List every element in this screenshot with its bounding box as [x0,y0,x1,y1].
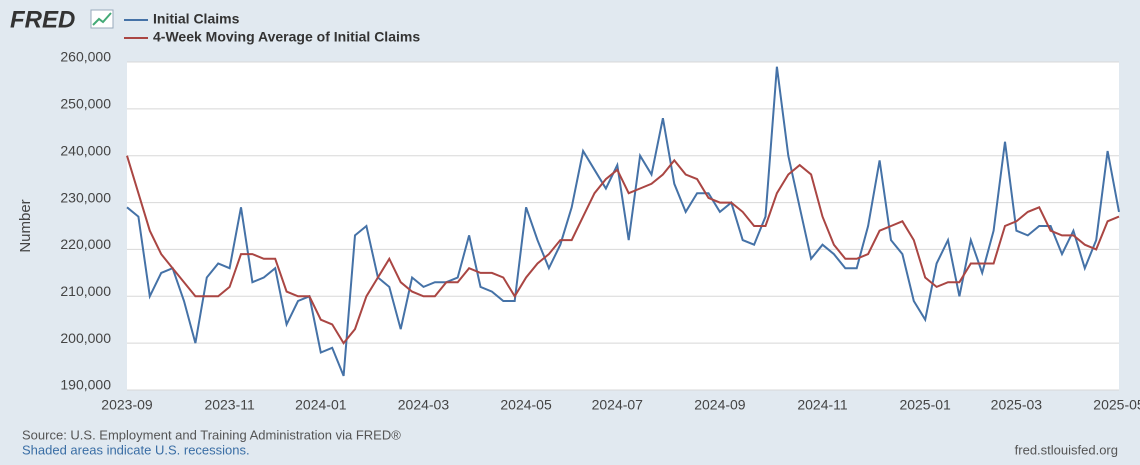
x-tick-label: 2025-03 [991,397,1043,413]
x-tick-label: 2024-11 [797,397,848,413]
x-tick-label: 2023-09 [101,397,153,413]
y-tick-label: 200,000 [60,330,111,346]
legend-label: 4-Week Moving Average of Initial Claims [153,29,420,45]
y-tick-label: 240,000 [60,142,111,158]
x-tick-label: 2023-11 [204,397,255,413]
y-tick-label: 220,000 [60,236,111,252]
y-tick-label: 250,000 [60,96,111,112]
x-tick-label: 2024-01 [295,397,347,413]
y-tick-label: 230,000 [60,189,111,205]
plot-area [127,62,1119,390]
x-tick-label: 2025-05 [1093,397,1140,413]
x-tick-label: 2024-09 [694,397,746,413]
logo[interactable]: FRED [10,6,75,33]
recession-note[interactable]: Shaded areas indicate U.S. recessions. [22,442,250,457]
x-tick-label: 2024-05 [500,397,552,413]
x-tick-label: 2024-07 [592,397,644,413]
source: Source: U.S. Employment and Training Adm… [22,427,401,442]
y-axis-label: Number [17,199,34,252]
y-tick-label: 210,000 [60,283,111,299]
y-tick-label: 190,000 [60,377,111,393]
logo-icon [90,9,114,29]
series-line [126,66,1120,377]
y-tick-label: 260,000 [60,49,111,65]
x-tick-label: 2025-01 [899,397,951,413]
legend-label: Initial Claims [153,11,240,27]
url[interactable]: fred.stlouisfed.org [1015,442,1118,457]
x-tick-label: 2024-03 [398,397,450,413]
series-line [126,155,1120,345]
